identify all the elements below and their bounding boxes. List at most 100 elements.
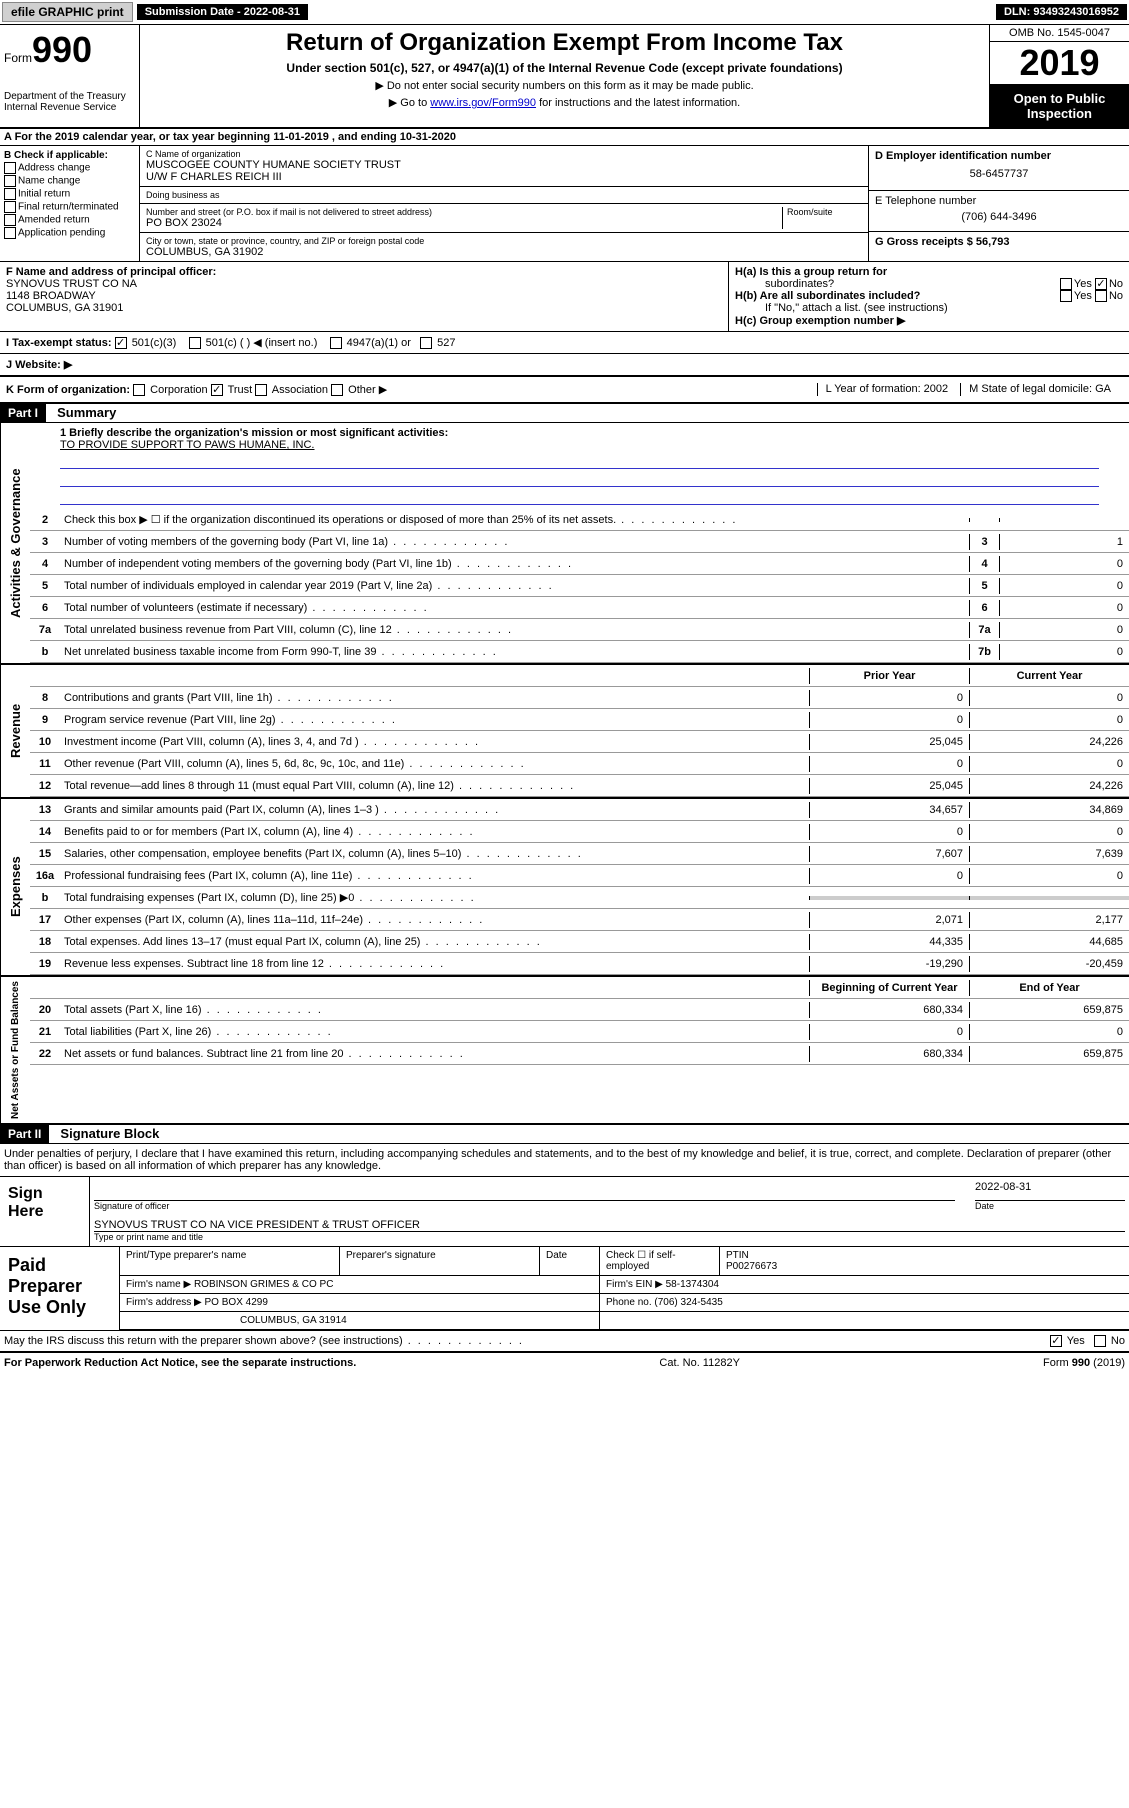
- officer-addr1: 1148 BROADWAY: [6, 290, 722, 302]
- table-row: 14Benefits paid to or for members (Part …: [30, 821, 1129, 843]
- officer-addr2: COLUMBUS, GA 31901: [6, 302, 722, 314]
- hb-no[interactable]: No: [1109, 290, 1123, 302]
- tax-status-row: I Tax-exempt status: 501(c)(3) 501(c) ( …: [0, 332, 1129, 354]
- discuss-yes[interactable]: [1050, 1335, 1062, 1347]
- officer-name-label: Type or print name and title: [94, 1232, 1125, 1242]
- hc-label: H(c) Group exemption number ▶: [735, 315, 905, 327]
- cb-4947[interactable]: [330, 337, 342, 349]
- hdr-prior-year: Prior Year: [809, 668, 969, 684]
- rev-section: Revenue Prior Year Current Year 8Contrib…: [0, 665, 1129, 799]
- section-bcd: B Check if applicable: Address change Na…: [0, 146, 1129, 262]
- dept-treasury: Department of the Treasury: [4, 91, 135, 102]
- submission-date: Submission Date - 2022-08-31: [137, 4, 308, 20]
- firm-phone-lbl: Phone no.: [606, 1297, 652, 1308]
- omb-number: OMB No. 1545-0047: [990, 25, 1129, 42]
- discuss-text: May the IRS discuss this return with the…: [4, 1335, 524, 1347]
- header-left: Form990 Department of the Treasury Inter…: [0, 25, 140, 127]
- table-row: 10Investment income (Part VIII, column (…: [30, 731, 1129, 753]
- table-row: 5Total number of individuals employed in…: [30, 575, 1129, 597]
- form-title: Return of Organization Exempt From Incom…: [148, 29, 981, 57]
- officer-label: F Name and address of principal officer:: [6, 266, 722, 278]
- cb-address-change[interactable]: Address change: [4, 162, 135, 174]
- part2-title: Signature Block: [52, 1126, 159, 1141]
- klm-row: K Form of organization: Corporation Trus…: [0, 377, 1129, 404]
- public-inspection: Open to Public Inspection: [990, 85, 1129, 127]
- ha-yes[interactable]: Yes: [1074, 278, 1092, 290]
- tax-status-label: I Tax-exempt status:: [6, 337, 112, 349]
- preparer-section: Paid Preparer Use Only Print/Type prepar…: [0, 1246, 1129, 1330]
- form-number: 990: [32, 29, 92, 70]
- table-row: 17Other expenses (Part IX, column (A), l…: [30, 909, 1129, 931]
- cb-initial-return[interactable]: Initial return: [4, 188, 135, 200]
- officer-name: SYNOVUS TRUST CO NA: [6, 278, 722, 290]
- cb-other[interactable]: [331, 384, 343, 396]
- table-row: bTotal fundraising expenses (Part IX, co…: [30, 887, 1129, 909]
- table-row: 12Total revenue—add lines 8 through 11 (…: [30, 775, 1129, 797]
- ptin-val: P00276673: [726, 1261, 777, 1272]
- cb-assoc[interactable]: [255, 384, 267, 396]
- footer-right: Form 990 (2019): [1043, 1357, 1125, 1369]
- cb-trust[interactable]: [211, 384, 223, 396]
- cb-corp[interactable]: [133, 384, 145, 396]
- hdr-begin-year: Beginning of Current Year: [809, 980, 969, 996]
- sign-here-label: Sign Here: [0, 1177, 90, 1246]
- mission-label: 1 Briefly describe the organization's mi…: [60, 427, 448, 439]
- cb-final-return[interactable]: Final return/terminated: [4, 201, 135, 213]
- form990-link[interactable]: www.irs.gov/Form990: [430, 97, 536, 109]
- table-row: 19Revenue less expenses. Subtract line 1…: [30, 953, 1129, 975]
- goto-note: Go to www.irs.gov/Form990 for instructio…: [148, 96, 981, 109]
- hdr-current-year: Current Year: [969, 668, 1129, 684]
- section-fh: F Name and address of principal officer:…: [0, 262, 1129, 332]
- cb-501c[interactable]: [189, 337, 201, 349]
- ein-value: 58-6457737: [875, 162, 1123, 186]
- room-label: Room/suite: [787, 207, 862, 217]
- table-row: 20Total assets (Part X, line 16)680,3346…: [30, 999, 1129, 1021]
- col-b-header: B Check if applicable:: [4, 150, 135, 161]
- col-f: F Name and address of principal officer:…: [0, 262, 729, 331]
- m-state: M State of legal domicile: GA: [960, 383, 1123, 396]
- cb-527[interactable]: [420, 337, 432, 349]
- goto-prefix: Go to: [400, 97, 430, 109]
- footer-mid: Cat. No. 11282Y: [659, 1357, 740, 1369]
- street-label: Number and street (or P.O. box if mail i…: [146, 207, 782, 217]
- penalty-text: Under penalties of perjury, I declare th…: [0, 1144, 1129, 1176]
- header-right: OMB No. 1545-0047 2019 Open to Public In…: [989, 25, 1129, 127]
- table-row: 8Contributions and grants (Part VIII, li…: [30, 687, 1129, 709]
- firm-addr-lbl: Firm's address ▶: [126, 1297, 202, 1308]
- ha-no[interactable]: No: [1109, 278, 1123, 290]
- col-h: H(a) Is this a group return for subordin…: [729, 262, 1129, 331]
- opt-assoc: Association: [272, 384, 328, 396]
- cb-amended[interactable]: Amended return: [4, 214, 135, 226]
- cb-pending[interactable]: Application pending: [4, 227, 135, 239]
- footer-left: For Paperwork Reduction Act Notice, see …: [4, 1357, 356, 1369]
- sign-date-label: Date: [975, 1201, 1125, 1211]
- discuss-row: May the IRS discuss this return with the…: [0, 1330, 1129, 1351]
- firm-phone: (706) 324-5435: [654, 1297, 722, 1308]
- prep-selfemp[interactable]: Check ☐ if self-employed: [600, 1247, 720, 1275]
- phone-label: E Telephone number: [875, 195, 1123, 207]
- opt-501c: 501(c) ( ) ◀ (insert no.): [206, 337, 318, 349]
- table-row: 3Number of voting members of the governi…: [30, 531, 1129, 553]
- cb-name-change[interactable]: Name change: [4, 175, 135, 187]
- part1-title: Summary: [49, 405, 116, 420]
- part1-header-row: Part I Summary: [0, 404, 1129, 423]
- hb-yes[interactable]: Yes: [1074, 290, 1092, 302]
- cb-501c3[interactable]: [115, 337, 127, 349]
- side-exp: Expenses: [0, 799, 30, 975]
- form-label: Form: [4, 51, 32, 65]
- dba-label: Doing business as: [146, 190, 862, 200]
- efile-button[interactable]: efile GRAPHIC print: [2, 2, 133, 22]
- table-row: 11Other revenue (Part VIII, column (A), …: [30, 753, 1129, 775]
- discuss-no[interactable]: [1094, 1335, 1106, 1347]
- firm-ein: 58-1374304: [666, 1279, 719, 1290]
- net-header: Beginning of Current Year End of Year: [30, 977, 1129, 999]
- irs-label: Internal Revenue Service: [4, 102, 135, 113]
- officer-name-title: SYNOVUS TRUST CO NA VICE PRESIDENT & TRU…: [94, 1219, 1125, 1232]
- table-row: 9Program service revenue (Part VIII, lin…: [30, 709, 1129, 731]
- preparer-label: Paid Preparer Use Only: [0, 1247, 120, 1330]
- table-row: 13Grants and similar amounts paid (Part …: [30, 799, 1129, 821]
- topbar: efile GRAPHIC print Submission Date - 20…: [0, 0, 1129, 25]
- firm-addr: PO BOX 4299: [205, 1297, 268, 1308]
- form-header: Form990 Department of the Treasury Inter…: [0, 25, 1129, 129]
- prep-sig-lbl: Preparer's signature: [340, 1247, 540, 1275]
